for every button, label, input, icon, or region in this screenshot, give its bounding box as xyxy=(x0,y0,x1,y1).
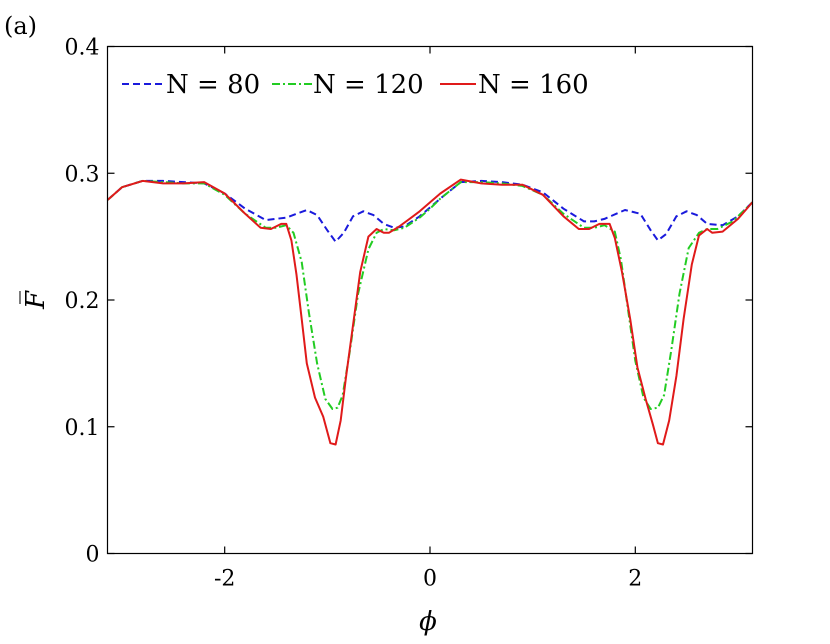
legend-label-n80: N = 80 xyxy=(166,70,260,100)
x-tick-label: 2 xyxy=(628,567,642,592)
series-line-0 xyxy=(108,181,753,242)
y-tick-label: 0.2 xyxy=(65,289,100,314)
y-tick-label: 0 xyxy=(86,543,100,568)
ticks-layer: 0 0.1 0.2 0.3 0.4 -2 0 2 xyxy=(65,36,753,592)
y-axis-label: F̅ xyxy=(19,290,51,310)
legend-label-n120: N = 120 xyxy=(313,70,424,100)
plot-frame xyxy=(108,47,753,554)
y-tick-label: 0.3 xyxy=(65,162,100,187)
x-axis-label: ϕ xyxy=(419,607,437,637)
legend: N = 80 N = 120 N = 160 xyxy=(122,70,589,100)
legend-label-n160: N = 160 xyxy=(478,70,589,100)
panel-label: (a) xyxy=(4,12,37,40)
x-tick-label: 0 xyxy=(423,567,437,592)
series-line-2 xyxy=(108,180,753,445)
y-tick-label: 0.4 xyxy=(65,36,100,61)
y-tick-label: 0.1 xyxy=(65,416,100,441)
series-line-1 xyxy=(108,181,753,409)
x-tick-label: -2 xyxy=(214,567,235,592)
series-layer xyxy=(108,180,753,445)
